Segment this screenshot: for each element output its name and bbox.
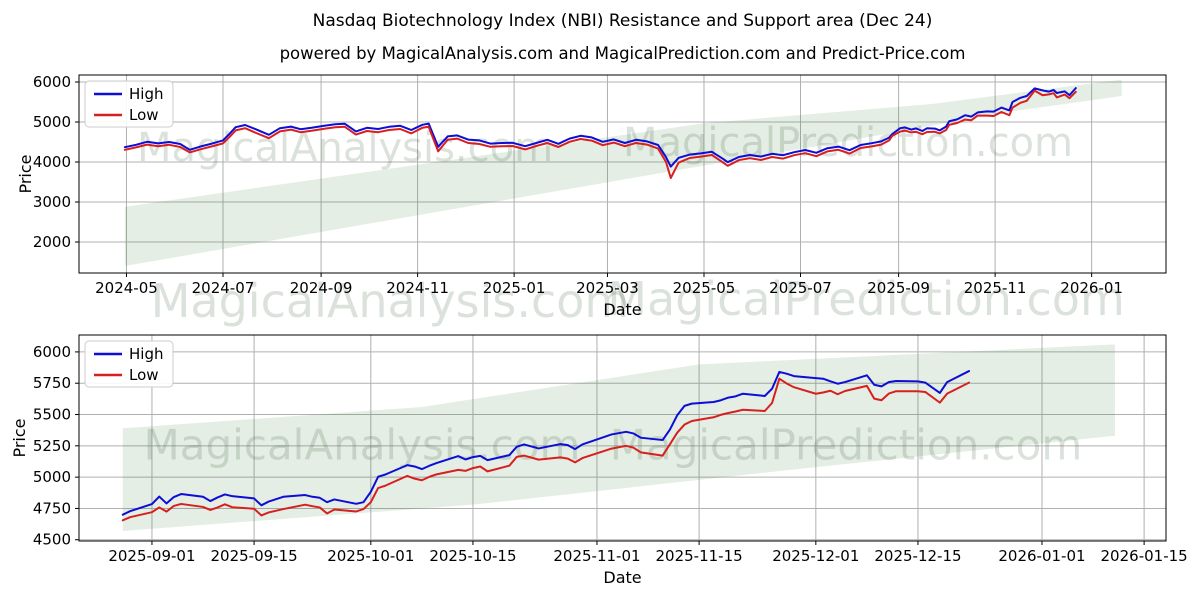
plot-frame: [78, 74, 1167, 274]
x-tick-label: 2024-07: [192, 279, 255, 297]
high-line: [121, 370, 971, 516]
x-axis-label: Date: [603, 300, 641, 319]
watermark-text: MagicalAnalysis.com: [151, 274, 630, 328]
y-tick-label: 5500: [33, 406, 71, 424]
x-tick-label: 2025-09-01: [108, 547, 195, 565]
legend: High Low: [84, 80, 174, 128]
low-line: [123, 89, 1077, 179]
legend-high-label: High: [129, 85, 163, 103]
support-resistance-band: [122, 344, 1115, 531]
x-tick-label: 2025-11-01: [553, 547, 640, 565]
y-tick-label: 5250: [33, 437, 71, 455]
plot-frame: [78, 334, 1167, 542]
support-resistance-band: [124, 79, 1122, 266]
y-axis-label: Price: [16, 154, 35, 193]
x-tick-label: 2025-10-15: [429, 547, 516, 565]
x-tick-label: 2026-01-01: [998, 547, 1085, 565]
x-tick-label: 2025-12-01: [772, 547, 859, 565]
x-tick-label: 2024-11: [386, 279, 449, 297]
y-tick-label: 5000: [33, 468, 71, 486]
low-line: [121, 377, 971, 522]
x-tick-label: 2025-09: [867, 279, 930, 297]
x-tick-label: 2024-09: [290, 279, 353, 297]
x-axis-label: Date: [603, 568, 641, 587]
x-tick-label: 2024-05: [95, 279, 158, 297]
chart-subtitle: powered by MagicalAnalysis.com and Magic…: [279, 44, 966, 63]
legend-low-label: Low: [129, 366, 159, 384]
x-tick-label: 2025-03: [576, 279, 639, 297]
y-tick-label: 4750: [33, 499, 71, 517]
x-tick-label: 2025-09-15: [210, 547, 297, 565]
y-tick-label: 6000: [33, 343, 71, 361]
x-tick-label: 2025-01: [483, 279, 546, 297]
nbi-full-history-background: [79, 75, 1166, 273]
chart-title: Nasdaq Biotechnology Index (NBI) Resista…: [312, 11, 933, 31]
y-tick-label: 5000: [33, 113, 71, 131]
x-tick-label: 2025-11: [964, 279, 1027, 297]
legend-high-label: High: [129, 345, 163, 363]
x-tick-label: 2026-01: [1060, 279, 1123, 297]
watermark-text: MagicalPrediction.com: [610, 421, 1083, 470]
x-tick-label: 2025-11-15: [656, 547, 743, 565]
y-tick-label: 2000: [33, 233, 71, 251]
y-tick-label: 5750: [33, 374, 71, 392]
y-tick-label: 3000: [33, 193, 71, 211]
y-tick-label: 4000: [33, 153, 71, 171]
legend: High Low: [84, 340, 174, 388]
y-axis-label: Price: [10, 418, 29, 457]
y-tick-label: 4500: [33, 531, 71, 549]
watermark-text: MagicalPrediction.com: [607, 272, 1125, 326]
x-tick-label: 2025-10-01: [327, 547, 414, 565]
y-tick-label: 6000: [33, 73, 71, 91]
watermark-text: MagicalAnalysis.com: [144, 421, 581, 470]
nbi-recent-zoom-foreground: 2025-09-01 2025-09-15 2025-10-01 2025-10-15…: [10, 334, 1188, 587]
x-tick-label: 2025-05: [673, 279, 736, 297]
x-tick-label: 2025-12-15: [874, 547, 961, 565]
high-line: [123, 87, 1077, 168]
nbi-recent-zoom-background: [79, 335, 1166, 541]
nbi-full-history-foreground: 2024-05 2024-07 2024-09 2024-11 2025-01 2025-…: [16, 73, 1167, 319]
watermark-text: MagicalPrediction.com: [623, 120, 1073, 166]
x-tick-label: 2026-01-15: [1101, 547, 1188, 565]
x-tick-label: 2025-07: [769, 279, 832, 297]
legend-low-label: Low: [129, 106, 159, 124]
watermark-text: MagicalAnalysis.com: [137, 125, 553, 171]
